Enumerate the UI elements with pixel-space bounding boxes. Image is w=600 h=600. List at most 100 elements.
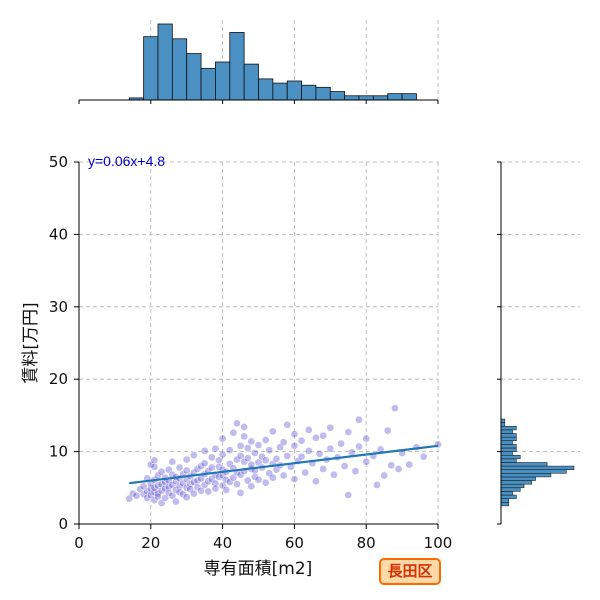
- scatter-point: [290, 475, 299, 483]
- scatter-point: [326, 423, 335, 432]
- scatter-point: [269, 473, 277, 482]
- scatter-point: [405, 460, 414, 469]
- scatter-point: [387, 461, 396, 470]
- marginal-y-bar: [500, 491, 513, 496]
- marginal-x-bar: [243, 63, 259, 101]
- scatter-point: [168, 457, 177, 466]
- scatter-point: [290, 430, 299, 439]
- scatter-point: [233, 419, 241, 428]
- y-tick-label: 10: [49, 443, 68, 461]
- scatter-points: [125, 404, 442, 507]
- scatter-point: [164, 483, 173, 491]
- scatter-point: [218, 450, 227, 459]
- scatter-point: [157, 486, 166, 495]
- scatter-point: [243, 444, 252, 452]
- x-tick-label: 40: [213, 534, 232, 552]
- scatter-point: [129, 489, 137, 498]
- scatter-point: [269, 427, 277, 436]
- scatter-point: [175, 463, 184, 472]
- scatter-point: [283, 452, 292, 460]
- marginal-x-bar: [200, 67, 216, 101]
- scatter-point: [380, 471, 388, 480]
- scatter-point: [265, 446, 274, 455]
- x-tick-label: 60: [285, 534, 304, 552]
- marginal-y-bar: [500, 447, 517, 452]
- scatter-point: [362, 457, 371, 466]
- x-axis-label: 専有面積[m2]: [204, 559, 313, 579]
- scatter-point: [204, 487, 213, 496]
- marginal-y-bar: [500, 502, 509, 507]
- scatter-point: [272, 454, 281, 463]
- scatter-point: [330, 470, 338, 479]
- marginal-x-bar: [186, 53, 202, 101]
- marginal-y-histogram: [497, 161, 580, 525]
- scatter-point: [150, 456, 159, 465]
- scatter-point: [290, 441, 299, 450]
- scatter-point: [207, 463, 216, 472]
- marginal-y-bar: [500, 465, 575, 470]
- scatter-point: [326, 444, 335, 453]
- scatter-point: [355, 442, 363, 451]
- scatter-point: [200, 447, 209, 455]
- scatter-point: [240, 423, 248, 431]
- scatter-point: [301, 468, 310, 477]
- marginal-x-bar: [229, 32, 245, 101]
- x-tick-label: 80: [357, 534, 376, 552]
- marginal-y-bar: [500, 422, 506, 427]
- scatter-point: [283, 420, 292, 429]
- marginal-y-bar: [500, 462, 548, 467]
- marginal-y-bar: [500, 436, 517, 441]
- scatter-point: [251, 449, 259, 457]
- scatter-point: [222, 486, 231, 494]
- scatter-point: [182, 493, 191, 502]
- marginal-x-histogram: [78, 20, 439, 104]
- main-axes: 0 20 40 60 80 100 0 10 20 30 40 50: [49, 153, 452, 552]
- scatter-point: [319, 465, 327, 473]
- scatter-point: [344, 428, 353, 436]
- scatter-point: [236, 441, 245, 450]
- marginal-x-bar: [358, 95, 374, 101]
- scatter-point: [391, 404, 399, 413]
- regression-equation: y=0.06x+4.8: [88, 153, 165, 169]
- marginal-x-bar: [344, 95, 360, 101]
- marginal-x-bar: [372, 95, 389, 101]
- scatter-point: [236, 489, 245, 497]
- scatter-point: [337, 439, 345, 448]
- scatter-point: [261, 456, 270, 465]
- scatter-point: [351, 467, 360, 475]
- marginal-x-bar: [286, 80, 302, 101]
- marginal-x-bar: [215, 61, 231, 101]
- scatter-point: [182, 455, 191, 464]
- scatter-point: [240, 432, 248, 441]
- scatter-point: [304, 426, 313, 434]
- scatter-point: [168, 491, 177, 500]
- marginal-y-bar: [500, 454, 521, 460]
- regression-line: [129, 444, 439, 485]
- marginal-y-bar: [500, 473, 552, 478]
- marginal-y-bar: [500, 440, 513, 445]
- scatter-point: [297, 452, 306, 461]
- scatter-point: [319, 431, 327, 440]
- marginal-x-bar: [387, 93, 403, 101]
- scatter-point: [175, 488, 184, 496]
- marginal-y-bar: [500, 498, 509, 503]
- marginal-y-bar: [500, 458, 517, 463]
- marginal-y-bar: [500, 433, 517, 438]
- marginal-y-bar: [500, 444, 517, 449]
- marginal-y-bar: [500, 487, 521, 492]
- scatter-point: [132, 491, 141, 500]
- scatter-point: [218, 434, 227, 443]
- scatter-point: [362, 434, 371, 443]
- marginal-x-bar: [272, 82, 288, 101]
- marginal-x-bar: [157, 23, 173, 101]
- scatter-point: [344, 491, 353, 499]
- scatter-point: [355, 415, 363, 424]
- scatter-point: [150, 483, 159, 492]
- marginal-x-bar: [301, 84, 317, 101]
- x-tick-label: 20: [141, 534, 160, 552]
- scatter-point: [279, 438, 288, 447]
- scatter-point: [190, 451, 198, 460]
- y-axis-label: 賃料[万円]: [21, 302, 41, 383]
- scatter-point: [297, 436, 306, 445]
